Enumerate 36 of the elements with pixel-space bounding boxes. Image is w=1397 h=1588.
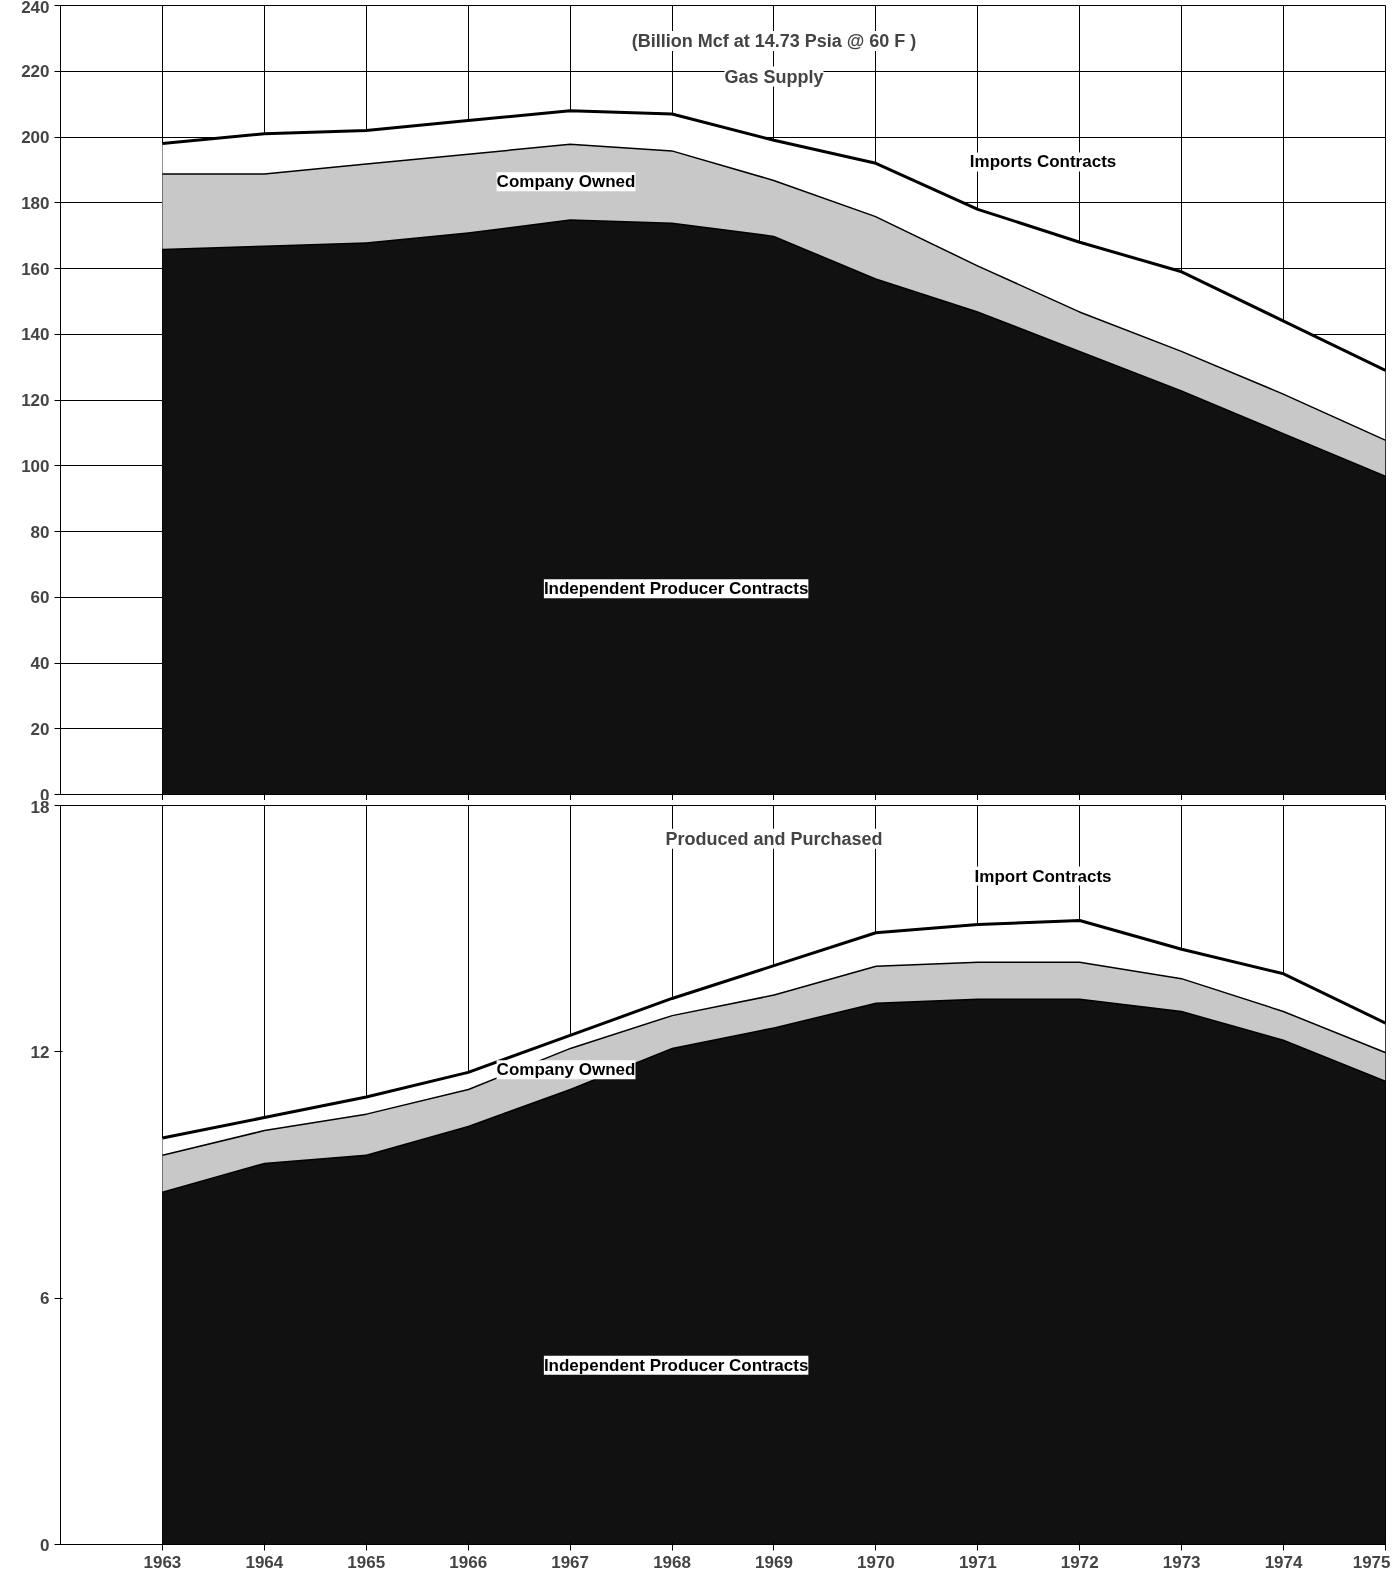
x-tick-label: 1975 [1352,1552,1391,1572]
x-tick-label: 1968 [653,1552,691,1572]
text: Import Contracts [974,866,1112,886]
x-tick-label: 1964 [245,1552,284,1572]
y-tick-label: 80 [30,522,50,542]
y-tick-label: 20 [30,719,50,739]
series-label: Independent Producer Contracts [543,1355,809,1375]
series-label: Company Owned [496,172,636,192]
y-tick-label: 240 [21,0,50,17]
y-tick-label: 60 [30,588,50,608]
y-tick-label: 200 [21,128,50,147]
series-label: Imports Contracts [969,152,1117,172]
x-tick-label: 1974 [1264,1552,1304,1572]
y-tick-label: 140 [21,325,50,345]
x-tick-label: 1973 [1162,1552,1201,1572]
text: Gas Supply [724,66,824,87]
text: Produced and Purchased [665,828,883,849]
series-label: Company Owned [496,1060,636,1080]
y-tick-label: 0 [40,1535,50,1555]
x-tick-label: 1965 [347,1552,386,1572]
x-tick-label: 1970 [856,1552,895,1572]
y-tick-label: 160 [21,259,50,279]
y-tick-label: 40 [30,654,50,673]
y-tick-label: 6 [40,1289,50,1309]
x-tick-label: 1963 [143,1552,182,1572]
x-tick-label: 1972 [1060,1552,1099,1572]
y-tick-label: 12 [30,1042,50,1062]
x-tick-label: 1969 [755,1552,793,1572]
y-tick-label: 120 [21,391,50,410]
text: (Billion Mcf at 14.73 Psia @ 60 F ) [631,31,917,51]
y-tick-label: 100 [21,456,50,476]
x-tick-label: 1966 [449,1552,488,1572]
x-tick-label: 1971 [958,1552,997,1572]
y-tick-label: 180 [21,193,50,213]
x-tick-label: 1967 [551,1552,590,1572]
y-tick-label: 220 [21,62,50,82]
